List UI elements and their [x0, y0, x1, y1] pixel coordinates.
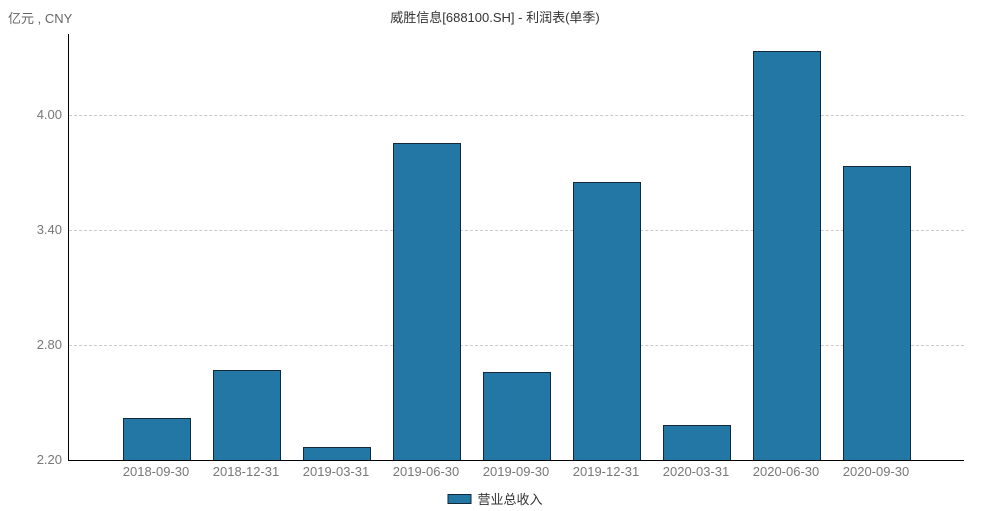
x-axis-tick-label: 2018-09-30 — [122, 464, 190, 479]
x-axis-tick-label: 2020-06-30 — [752, 464, 820, 479]
x-axis-tick-label: 2018-12-31 — [212, 464, 280, 479]
x-axis-tick-label: 2019-03-31 — [302, 464, 370, 479]
bar-2019-06-30 — [393, 143, 461, 460]
y-axis-tick-label: 2.80 — [36, 336, 62, 352]
y-axis-unit-label: 亿元 , CNY — [8, 11, 73, 26]
bar-2019-09-30 — [483, 371, 551, 460]
x-axis-tick-label: 2020-09-30 — [842, 464, 910, 479]
y-axis-tick-label: 3.40 — [36, 221, 62, 237]
x-axis-tick-label: 2019-06-30 — [392, 464, 460, 479]
y-axis-tick-label: 2.20 — [36, 452, 62, 467]
gridline — [69, 114, 964, 116]
legend-swatch — [447, 493, 472, 504]
chart-title: 威胜信息[688100.SH] - 利润表(单季) — [390, 10, 600, 25]
legend-label: 营业总收入 — [477, 492, 543, 507]
gridline — [69, 344, 964, 346]
y-axis-tick-label: 4.00 — [36, 106, 62, 122]
bar-2020-06-30 — [753, 51, 821, 460]
bar-2019-03-31 — [303, 446, 371, 460]
x-axis-tick-label: 2019-12-31 — [572, 464, 640, 479]
gridline — [69, 229, 964, 231]
legend: 营业总收入 — [447, 489, 543, 508]
bar-2019-12-31 — [573, 181, 641, 460]
plot-area — [68, 34, 964, 461]
bar-2018-09-30 — [123, 417, 191, 460]
x-axis-tick-label: 2019-09-30 — [482, 464, 550, 479]
bar-2020-09-30 — [843, 166, 911, 460]
bar-2020-03-31 — [663, 425, 731, 460]
x-axis-tick-label: 2020-03-31 — [662, 464, 730, 479]
bar-2018-12-31 — [213, 369, 281, 460]
